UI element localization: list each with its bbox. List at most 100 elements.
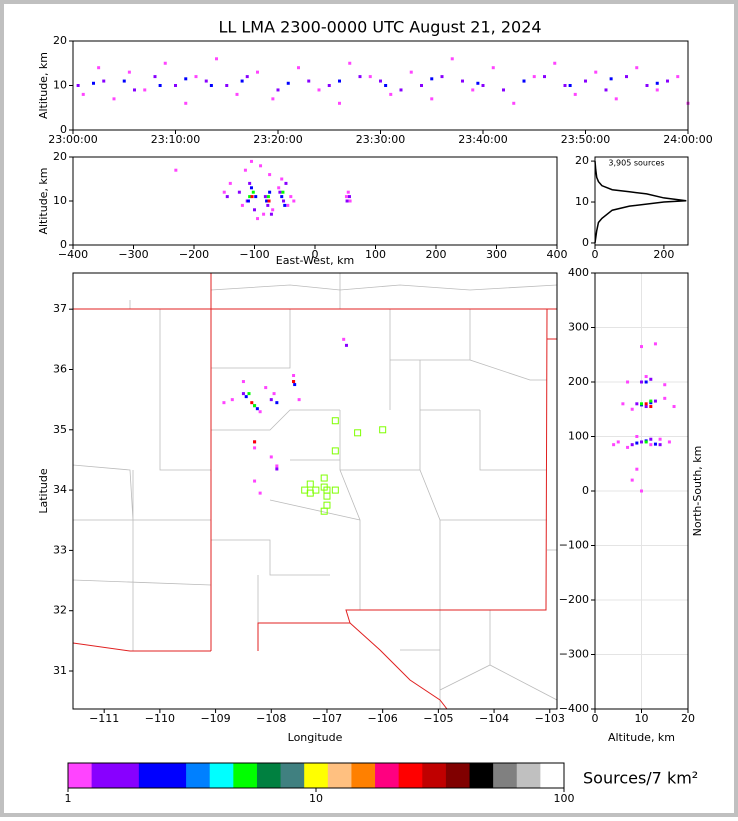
source-point — [612, 443, 616, 447]
x-tick-label: 100 — [365, 248, 386, 261]
source-point — [292, 380, 296, 384]
y-tick-label: 200 — [568, 375, 589, 388]
source-point — [289, 195, 293, 199]
marks — [612, 342, 676, 493]
source-point — [563, 84, 567, 87]
source-point — [272, 392, 276, 396]
source-point — [280, 177, 284, 181]
colorbar-swatch — [91, 763, 116, 788]
source-point — [409, 70, 413, 74]
source-point — [259, 164, 263, 168]
source-point — [649, 437, 653, 441]
source-point — [644, 402, 648, 406]
source-point — [338, 101, 341, 105]
source-point — [76, 84, 80, 87]
colorbar-tick-label: 10 — [309, 792, 323, 805]
colorbar-swatch — [233, 763, 258, 788]
source-point — [481, 84, 485, 87]
source-point — [215, 57, 218, 61]
source-point — [240, 79, 244, 83]
source-point — [327, 84, 331, 87]
x-tick-label: −100 — [239, 248, 269, 261]
source-point — [502, 88, 505, 92]
plot-frame — [72, 156, 558, 246]
source-point — [264, 386, 268, 390]
source-point — [644, 405, 648, 409]
source-point — [663, 396, 667, 400]
source-point — [266, 203, 270, 207]
source-point — [283, 203, 287, 207]
source-point — [430, 77, 434, 81]
source-point — [346, 190, 350, 194]
source-point — [265, 199, 269, 203]
source-point — [163, 61, 167, 65]
source-point — [471, 88, 475, 92]
source-point — [174, 168, 178, 172]
x-tick-label: 400 — [547, 248, 568, 261]
source-point — [568, 84, 572, 87]
station-marker — [331, 447, 339, 455]
x-tick-label: 24:00:00 — [663, 133, 712, 146]
source-point — [461, 79, 464, 83]
source-point — [194, 75, 198, 79]
colorbar-swatch — [398, 763, 423, 788]
source-point — [122, 79, 126, 83]
y-tick-label: 20 — [53, 34, 67, 47]
source-point — [269, 212, 273, 216]
source-point — [237, 190, 241, 194]
source-point — [653, 442, 657, 446]
source-point — [133, 88, 136, 92]
source-point — [663, 383, 667, 387]
source-point — [543, 75, 546, 79]
source-point — [672, 405, 676, 409]
source-point — [342, 337, 346, 341]
source-point — [649, 401, 653, 405]
source-point — [280, 195, 284, 199]
source-point — [278, 190, 282, 194]
source-point — [573, 92, 577, 96]
x-tick-label: 23:50:00 — [561, 133, 610, 146]
source-point — [476, 81, 480, 85]
source-point — [640, 402, 643, 406]
marks — [594, 161, 687, 244]
colorbar-swatch — [493, 763, 518, 788]
source-point — [228, 181, 232, 185]
source-point — [266, 195, 270, 199]
x-tick-label: −400 — [58, 248, 88, 261]
source-point — [640, 345, 643, 349]
source-point — [92, 81, 95, 85]
y-tick-label: 36 — [53, 362, 67, 375]
colorbar-swatch — [469, 763, 494, 788]
source-point — [282, 199, 286, 203]
colorbar-swatch — [162, 763, 187, 788]
y-tick-label: −400 — [559, 702, 589, 715]
x-tick-label: −111 — [89, 712, 119, 725]
source-point — [658, 443, 662, 447]
source-point — [297, 66, 300, 70]
colorbar-swatch — [138, 763, 163, 788]
y-tick-label: 0 — [60, 238, 67, 251]
source-point — [249, 186, 253, 190]
source-point — [143, 88, 147, 92]
source-point — [317, 88, 321, 92]
source-point — [271, 208, 275, 212]
colorbar-swatch — [540, 763, 565, 788]
source-point — [241, 380, 245, 384]
x-tick-label: 23:10:00 — [151, 133, 200, 146]
source-point — [250, 195, 254, 199]
source-point — [250, 401, 254, 405]
source-point — [247, 392, 251, 396]
source-point — [258, 491, 262, 495]
source-point — [112, 97, 116, 101]
source-point — [277, 186, 281, 190]
y-tick-label: 10 — [53, 79, 67, 92]
colorbar-tick-label: 100 — [554, 792, 575, 805]
colorbar-swatch — [351, 763, 376, 788]
y-tick-label: 37 — [53, 302, 67, 315]
source-point — [532, 75, 536, 79]
y-tick-label: 0 — [60, 123, 67, 136]
y-tick-label: 0 — [582, 236, 589, 249]
source-point — [666, 79, 669, 83]
